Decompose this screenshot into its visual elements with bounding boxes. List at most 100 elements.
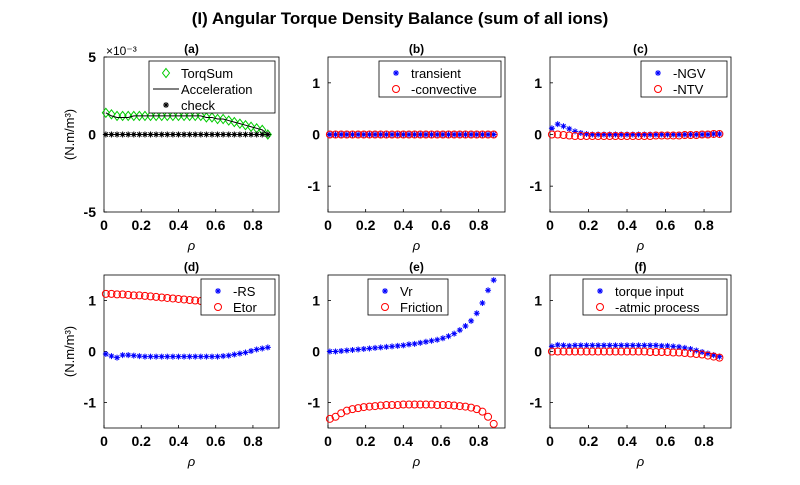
series-ntv <box>547 129 724 141</box>
data-point <box>422 131 429 138</box>
data-point <box>640 132 649 141</box>
data-point <box>141 131 148 138</box>
legend: torque input-atmic process <box>582 278 728 316</box>
data-point <box>628 132 637 141</box>
data-point <box>259 345 266 352</box>
legend-box <box>367 278 449 316</box>
data-point <box>382 401 391 410</box>
y-tick-label: -5 <box>84 204 97 220</box>
data-point <box>146 110 155 122</box>
legend-entry: check <box>181 98 215 113</box>
data-point <box>417 131 424 138</box>
data-point <box>670 131 677 138</box>
y-tick-label: 1 <box>534 75 542 91</box>
data-point <box>343 131 350 138</box>
subplot-a: (a)0 0.2 0.4 0.6 0.8-505ρ(N.m/m³)×10⁻³TorqSu… <box>62 42 280 253</box>
data-point <box>629 342 636 349</box>
data-point <box>157 293 166 302</box>
data-point <box>490 277 497 284</box>
y-tick-label: -1 <box>308 395 321 411</box>
data-point <box>141 353 148 360</box>
data-point <box>119 131 126 138</box>
data-point <box>490 131 497 138</box>
data-point <box>191 296 200 305</box>
data-point <box>248 131 255 138</box>
data-point <box>174 110 183 122</box>
y-multiplier: ×10⁻³ <box>106 44 137 58</box>
y-tick-label: -1 <box>84 395 97 411</box>
x-tick-label: 0.2 <box>131 217 151 233</box>
subplot-title: (a) <box>184 42 199 56</box>
legend-box <box>148 60 276 114</box>
figure-title: (I) Angular Torque Density Balance (sum … <box>192 9 609 28</box>
data-point <box>715 353 724 362</box>
data-point <box>461 130 470 139</box>
data-point <box>451 131 458 138</box>
x-tick-label: 0 <box>100 433 108 449</box>
x-axis-label: ρ <box>412 238 421 253</box>
data-point <box>119 352 126 359</box>
data-point <box>434 336 441 343</box>
data-point <box>360 131 367 138</box>
data-point <box>354 404 363 413</box>
legend-entry: -NTV <box>673 82 704 97</box>
legend-box <box>200 278 276 316</box>
data-point <box>715 129 724 138</box>
data-point <box>214 353 221 360</box>
data-point <box>451 330 458 337</box>
data-point <box>326 131 333 138</box>
data-point <box>354 130 363 139</box>
data-point <box>566 125 573 132</box>
data-point <box>411 340 418 347</box>
data-point <box>651 348 660 357</box>
data-point <box>427 130 436 139</box>
data-point <box>547 347 556 356</box>
data-point <box>207 112 217 123</box>
data-point <box>611 132 620 141</box>
data-point <box>130 352 137 359</box>
data-point <box>225 131 232 138</box>
data-point <box>468 317 475 324</box>
data-point <box>169 131 176 138</box>
y-axis-label: (N.m/m³) <box>62 326 77 377</box>
data-point <box>348 405 357 414</box>
x-tick-label: 0 <box>546 217 554 233</box>
data-point <box>485 287 492 294</box>
data-point <box>400 131 407 138</box>
data-point <box>326 348 333 355</box>
data-point <box>635 131 642 138</box>
data-point <box>393 130 402 139</box>
data-point <box>343 347 350 354</box>
y-tick-label: 1 <box>534 293 542 309</box>
data-point <box>687 345 694 352</box>
data-point <box>372 344 379 351</box>
data-point <box>450 401 459 410</box>
data-point <box>433 130 442 139</box>
data-point <box>489 130 498 139</box>
data-point <box>658 131 665 138</box>
data-point <box>196 110 205 122</box>
subplot-title: (e) <box>409 260 424 274</box>
data-point <box>248 347 255 354</box>
data-point <box>640 347 649 356</box>
data-point <box>676 343 683 350</box>
legend-entry: torque input <box>615 284 684 299</box>
data-point <box>651 131 660 140</box>
data-point <box>624 342 631 349</box>
data-point <box>445 131 452 138</box>
data-point <box>617 132 626 141</box>
data-point <box>612 342 619 349</box>
data-point <box>192 353 199 360</box>
data-point <box>230 116 239 128</box>
data-point <box>135 110 144 122</box>
data-point <box>687 131 694 138</box>
data-point <box>669 348 678 357</box>
data-point <box>169 353 176 360</box>
data-point <box>559 347 568 356</box>
subplot-title: (f) <box>635 260 647 274</box>
data-point <box>444 401 453 410</box>
data-point <box>617 347 626 356</box>
x-tick-label: 0.8 <box>243 433 263 449</box>
data-point <box>635 342 642 349</box>
data-point <box>455 130 464 139</box>
